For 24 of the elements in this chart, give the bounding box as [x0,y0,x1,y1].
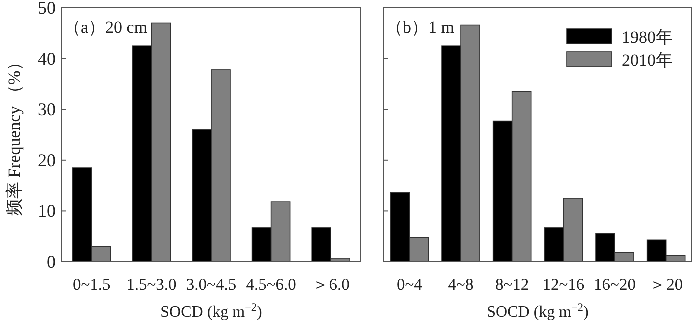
xtick: 4~8 [448,275,474,294]
legend-label: 1980年 [622,28,673,47]
xtick: ＞6.0 [312,275,350,294]
ytick: 50 [38,0,56,18]
xtick: 0~1.5 [73,275,111,294]
ytick: 20 [38,150,56,170]
ytick: 10 [38,201,56,222]
xtick: 4.5~6.0 [246,275,296,294]
xtick: ＞20 [650,275,684,294]
xtick: 3.0~4.5 [186,275,237,294]
xtick: 8~12 [496,275,530,294]
ytick: 30 [38,100,56,120]
xtick: 12~16 [542,275,585,294]
xtick: 1.5~3.0 [126,275,177,294]
xtick: 0~4 [396,275,422,294]
title: （a）20 cm [64,18,148,37]
ylabel: 频率 Frequency （%） [5,54,24,216]
xlabel: SOCD (kg m$^{−2}$) [160,302,262,321]
legend-label: 2010年 [622,51,673,70]
ytick: 0 [47,252,56,272]
xtick: 16~20 [594,275,636,294]
ytick: 40 [38,48,56,69]
xlabel: SOCD (kg m$^{−2}$) [487,302,589,321]
title: （b）1 m [386,18,454,37]
